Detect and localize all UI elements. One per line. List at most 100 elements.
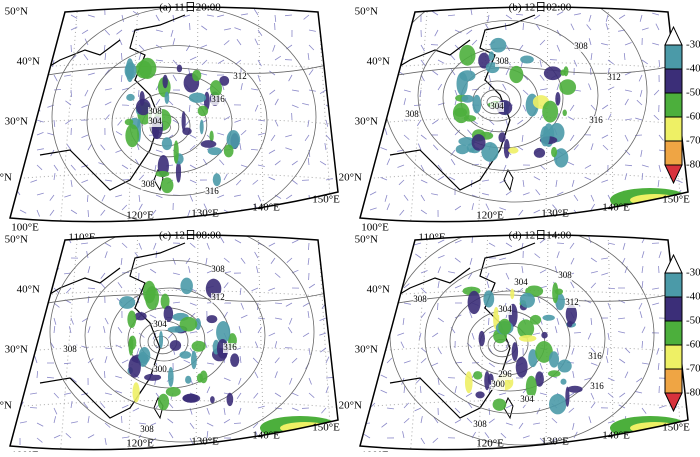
contour-label: 308 (405, 109, 419, 119)
cloud-patch (493, 398, 507, 410)
colorbar-bin (665, 345, 682, 369)
cloud-patch (182, 111, 186, 131)
contour-label: 316 (205, 186, 219, 196)
cloud-patch (544, 66, 562, 80)
contour-label: 296 (498, 369, 512, 379)
wind-barb (642, 438, 649, 440)
cloud-patch (551, 147, 557, 157)
cloud-patch (139, 347, 151, 364)
wind-barb (364, 329, 370, 333)
wind-barb (13, 317, 20, 318)
panel-title: (d) 12日14:00 (509, 230, 572, 242)
wind-barb (20, 105, 26, 108)
colorbar-bin (665, 93, 682, 117)
cloud-patch (125, 124, 139, 147)
colorbar-bin (665, 273, 682, 297)
cloud-patch (135, 312, 147, 320)
wind-barb (321, 238, 326, 243)
colorbar-tick-label: -30 (686, 39, 700, 51)
lat-label: 50°N (5, 234, 28, 246)
colorbar-bin (665, 69, 682, 93)
panel-title: (a) 11日20:00 (159, 2, 221, 14)
wind-barb (404, 24, 408, 30)
cloud-patch (166, 387, 181, 397)
wind-barb (652, 210, 659, 212)
wind-barb (14, 150, 20, 154)
wind-barb (366, 318, 370, 324)
colorbar-tick-label: -70 (686, 135, 700, 147)
cloud-patch (170, 340, 181, 351)
contour-label: 304 (514, 277, 528, 287)
cloud-patch (192, 70, 201, 81)
wind-barb (51, 39, 54, 45)
wind-barb (574, 332, 581, 333)
cloud-patch (461, 95, 473, 103)
lon-label: 120°E (476, 210, 504, 222)
lon-label: 150°E (312, 194, 340, 206)
wind-barb (37, 301, 44, 303)
map-panel: (c) 12日08:0050°N40°N30°N20°N100°E110°E12… (0, 222, 345, 452)
contour-label: 308 (473, 419, 487, 429)
contour-label: 316 (589, 115, 603, 125)
contour-label: 312 (233, 71, 247, 81)
wind-barb (37, 258, 38, 265)
contour-label: 304 (153, 319, 167, 329)
cloud-patch (208, 147, 222, 155)
wind-barb (326, 28, 333, 30)
lon-label: 100°E (361, 222, 389, 234)
wind-barb (326, 437, 333, 438)
cloud-patch (520, 55, 534, 63)
lat-label: 20°N (339, 400, 362, 412)
cloud-patch (472, 134, 486, 151)
lon-label: 130°E (191, 436, 219, 448)
lat-label: 20°N (0, 400, 12, 412)
contour-label: 308 (413, 294, 427, 304)
cloud-patch (549, 394, 566, 414)
wind-barb (326, 266, 328, 273)
cloud-patch (472, 95, 481, 114)
lon-label: 140°E (602, 430, 630, 442)
wind-barb (676, 438, 677, 445)
wind-barb (30, 407, 37, 408)
panel-title: (b) 12日02:00 (509, 2, 572, 14)
cloud-patch (185, 376, 191, 384)
cloud-patch (127, 311, 136, 329)
lon-label: 130°E (191, 208, 219, 220)
cloud-patch (510, 289, 514, 300)
wind-barb (387, 258, 393, 262)
wind-barb (20, 45, 25, 50)
lon-label: 140°E (602, 202, 630, 214)
cloud-patch (159, 331, 163, 348)
wind-barb (37, 30, 38, 37)
colorbar: -30-40-50-60-70-80 (665, 27, 700, 183)
wind-barb (326, 10, 331, 15)
cloud-patch (508, 147, 518, 153)
cloud-patch (180, 317, 198, 332)
cloud-patch (161, 177, 174, 193)
cloud-patch (183, 394, 199, 403)
contour-label: 308 (574, 41, 588, 51)
cloud-patch (179, 351, 191, 359)
lon-label: 120°E (476, 438, 504, 450)
cloud-patch (174, 140, 179, 163)
wind-barb (13, 302, 20, 303)
colorbar-tick-label: -30 (686, 267, 700, 279)
cloud-patch (201, 140, 217, 148)
colorbar-tick-label: -70 (686, 363, 700, 375)
wind-barb (37, 272, 44, 273)
colorbar-tick-label: -50 (686, 315, 700, 327)
cloud-patch (559, 79, 576, 95)
cloud-patch (210, 396, 215, 403)
wind-barb (20, 371, 21, 378)
cloud-patch (126, 94, 135, 101)
lat-label: 40°N (367, 284, 390, 296)
lon-label: 130°E (541, 436, 569, 448)
contour-label: 308 (495, 56, 509, 66)
cloud-patch (516, 357, 528, 378)
cloud-patch (197, 373, 203, 382)
cloud-patch (519, 335, 536, 342)
wind-barb (20, 333, 22, 340)
wind-barb (326, 58, 333, 60)
wind-barb (380, 332, 387, 333)
cloud-patch (498, 319, 511, 335)
